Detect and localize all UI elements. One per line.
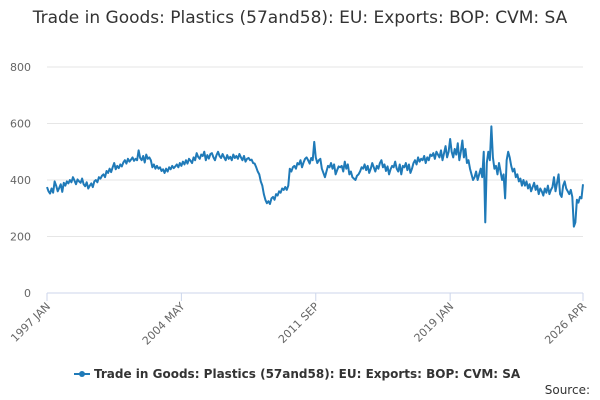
x-tick-label: 2019 JAN: [412, 300, 457, 345]
x-tick-label: 1997 JAN: [8, 300, 53, 345]
x-tick-label: 2026 APR: [542, 300, 589, 347]
x-tick-label: 2004 MAY: [140, 300, 188, 348]
legend-marker: [79, 371, 85, 377]
y-tick-label: 200: [10, 231, 31, 244]
x-tick-label: 2011 SEP: [276, 300, 322, 346]
y-tick-label: 0: [24, 287, 31, 300]
y-tick-label: 800: [10, 61, 31, 74]
chart-title: Trade in Goods: Plastics (57and58): EU: …: [32, 8, 568, 28]
source-label: Source:: [545, 383, 590, 397]
y-tick-label: 600: [10, 118, 31, 131]
legend-label: Trade in Goods: Plastics (57and58): EU: …: [94, 367, 521, 381]
y-tick-label: 400: [10, 174, 31, 187]
series-line: [46, 125, 584, 228]
